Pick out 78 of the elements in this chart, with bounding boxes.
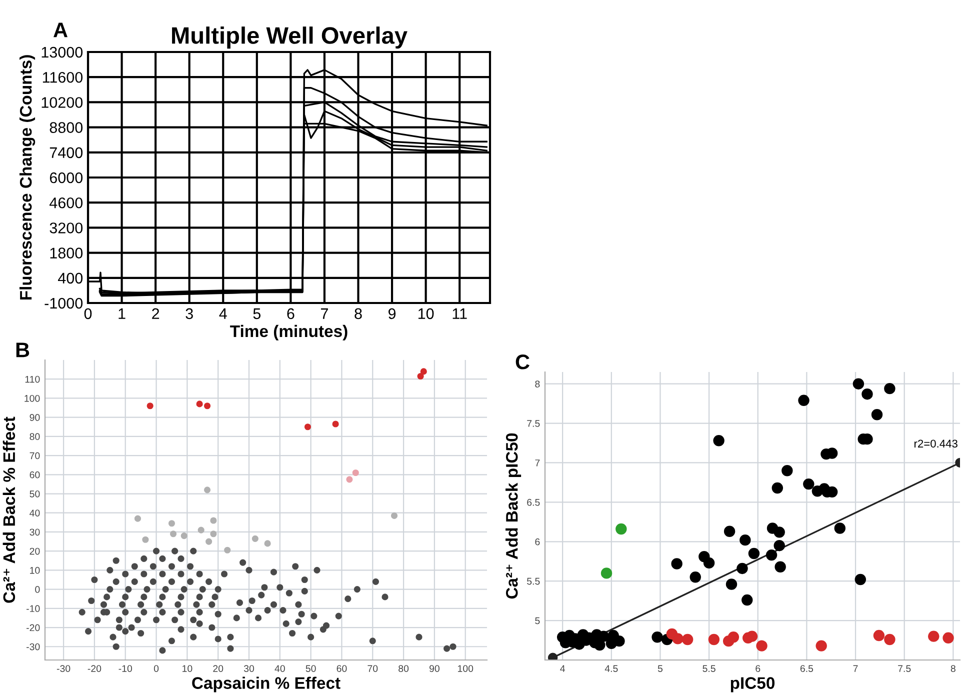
x-tick-label: 7 bbox=[853, 665, 858, 672]
y-tick-label: 70 bbox=[30, 452, 40, 460]
y-tick-label: 0 bbox=[35, 586, 40, 593]
y-tick-label: 7.5 bbox=[527, 420, 540, 427]
y-tick-label: 6.5 bbox=[527, 498, 540, 506]
y-tick-label: 100 bbox=[24, 394, 40, 402]
y-tick-label: 90 bbox=[30, 414, 40, 421]
y-tick-label: 11600 bbox=[42, 72, 83, 83]
y-tick-label: 4600 bbox=[50, 197, 83, 208]
chart-title: Multiple Well Overlay bbox=[172, 26, 408, 49]
y-tick-label: 5 bbox=[535, 617, 540, 624]
x-tick-label: 10 bbox=[182, 665, 192, 672]
x-tick-label: 3 bbox=[186, 308, 193, 320]
x-tick-label: 7.5 bbox=[898, 665, 911, 672]
x-tick-label: 60 bbox=[336, 665, 347, 672]
x-tick-label: 5.5 bbox=[702, 665, 716, 672]
text: C bbox=[516, 354, 530, 370]
y-axis-title: Fluorescence Change (Counts) bbox=[19, 55, 36, 300]
x-tick-label: 70 bbox=[368, 665, 378, 672]
y-tick-label: 5.5 bbox=[527, 578, 540, 585]
x-axis-title: Capsaicin % Effect bbox=[192, 676, 340, 692]
y-tick-label: -1000 bbox=[44, 298, 83, 309]
y-tick-label: 8800 bbox=[50, 122, 83, 133]
x-tick-label: 6 bbox=[756, 665, 760, 672]
x-tick-label: 5 bbox=[253, 308, 261, 320]
y-tick-label: 6000 bbox=[50, 172, 83, 184]
annotation: r2=0.443 bbox=[914, 440, 958, 448]
x-tick-label: 6 bbox=[287, 308, 294, 320]
x-tick-label: 11 bbox=[452, 308, 467, 319]
x-tick-label: 20 bbox=[213, 665, 224, 672]
y-tick-label: 60 bbox=[30, 471, 40, 478]
y-tick-label: 3200 bbox=[50, 222, 83, 234]
x-tick-label: 90 bbox=[430, 665, 440, 672]
y-axis-title: Ca²⁺ Add Back pIC50 bbox=[506, 433, 522, 599]
x-tick-label: 100 bbox=[458, 665, 474, 672]
x-tick-label: 5 bbox=[658, 665, 663, 672]
x-axis-title: Time (minutes) bbox=[230, 324, 348, 340]
x-tick-label: 50 bbox=[306, 665, 316, 672]
x-tick-label: 4.5 bbox=[604, 665, 618, 672]
x-tick-label: 9 bbox=[388, 308, 396, 320]
y-tick-label: 40 bbox=[30, 510, 40, 516]
y-tick-label: 8 bbox=[535, 380, 540, 388]
x-tick-label: 1 bbox=[118, 308, 126, 319]
x-tick-label: 0 bbox=[154, 665, 159, 672]
x-tick-label: 2 bbox=[152, 308, 160, 319]
x-tick-label: 4 bbox=[560, 665, 565, 672]
x-tick-label: 30 bbox=[244, 665, 254, 672]
y-tick-label: 7 bbox=[535, 460, 540, 466]
x-tick-label: -20 bbox=[88, 665, 102, 672]
x-axis-title: pIC50 bbox=[730, 677, 775, 692]
y-tick-label: 110 bbox=[25, 376, 40, 383]
y-tick-label: 1800 bbox=[50, 248, 83, 258]
text: A bbox=[54, 22, 68, 38]
text: B bbox=[16, 342, 30, 358]
x-tick-label: 8 bbox=[354, 308, 362, 320]
x-tick-label: 4 bbox=[219, 308, 227, 319]
y-tick-label: 400 bbox=[58, 272, 83, 284]
y-tick-label: 20 bbox=[30, 548, 40, 555]
x-tick-label: 0 bbox=[84, 308, 92, 320]
y-tick-label: -20 bbox=[26, 624, 40, 632]
x-tick-label: 8 bbox=[950, 665, 956, 672]
x-tick-label: -10 bbox=[118, 665, 132, 672]
x-tick-label: 40 bbox=[274, 665, 285, 672]
y-tick-label: 6 bbox=[535, 538, 540, 546]
y-tick-label: 13000 bbox=[42, 46, 83, 58]
y-tick-label: -30 bbox=[26, 643, 40, 650]
y-tick-label: 10 bbox=[30, 566, 40, 574]
y-tick-label: 10200 bbox=[42, 97, 83, 108]
y-tick-label: 50 bbox=[30, 490, 40, 498]
y-tick-label: 7400 bbox=[50, 147, 83, 158]
x-tick-label: 7 bbox=[321, 308, 328, 319]
x-tick-label: 10 bbox=[418, 308, 434, 320]
y-tick-label: 80 bbox=[30, 433, 40, 440]
x-tick-label: 6.5 bbox=[800, 665, 814, 672]
y-tick-label: 30 bbox=[30, 528, 40, 536]
x-tick-label: 80 bbox=[398, 665, 409, 672]
y-tick-label: -10 bbox=[26, 605, 40, 612]
y-axis-title: Ca²⁺ Add Back % Effect bbox=[2, 416, 16, 603]
